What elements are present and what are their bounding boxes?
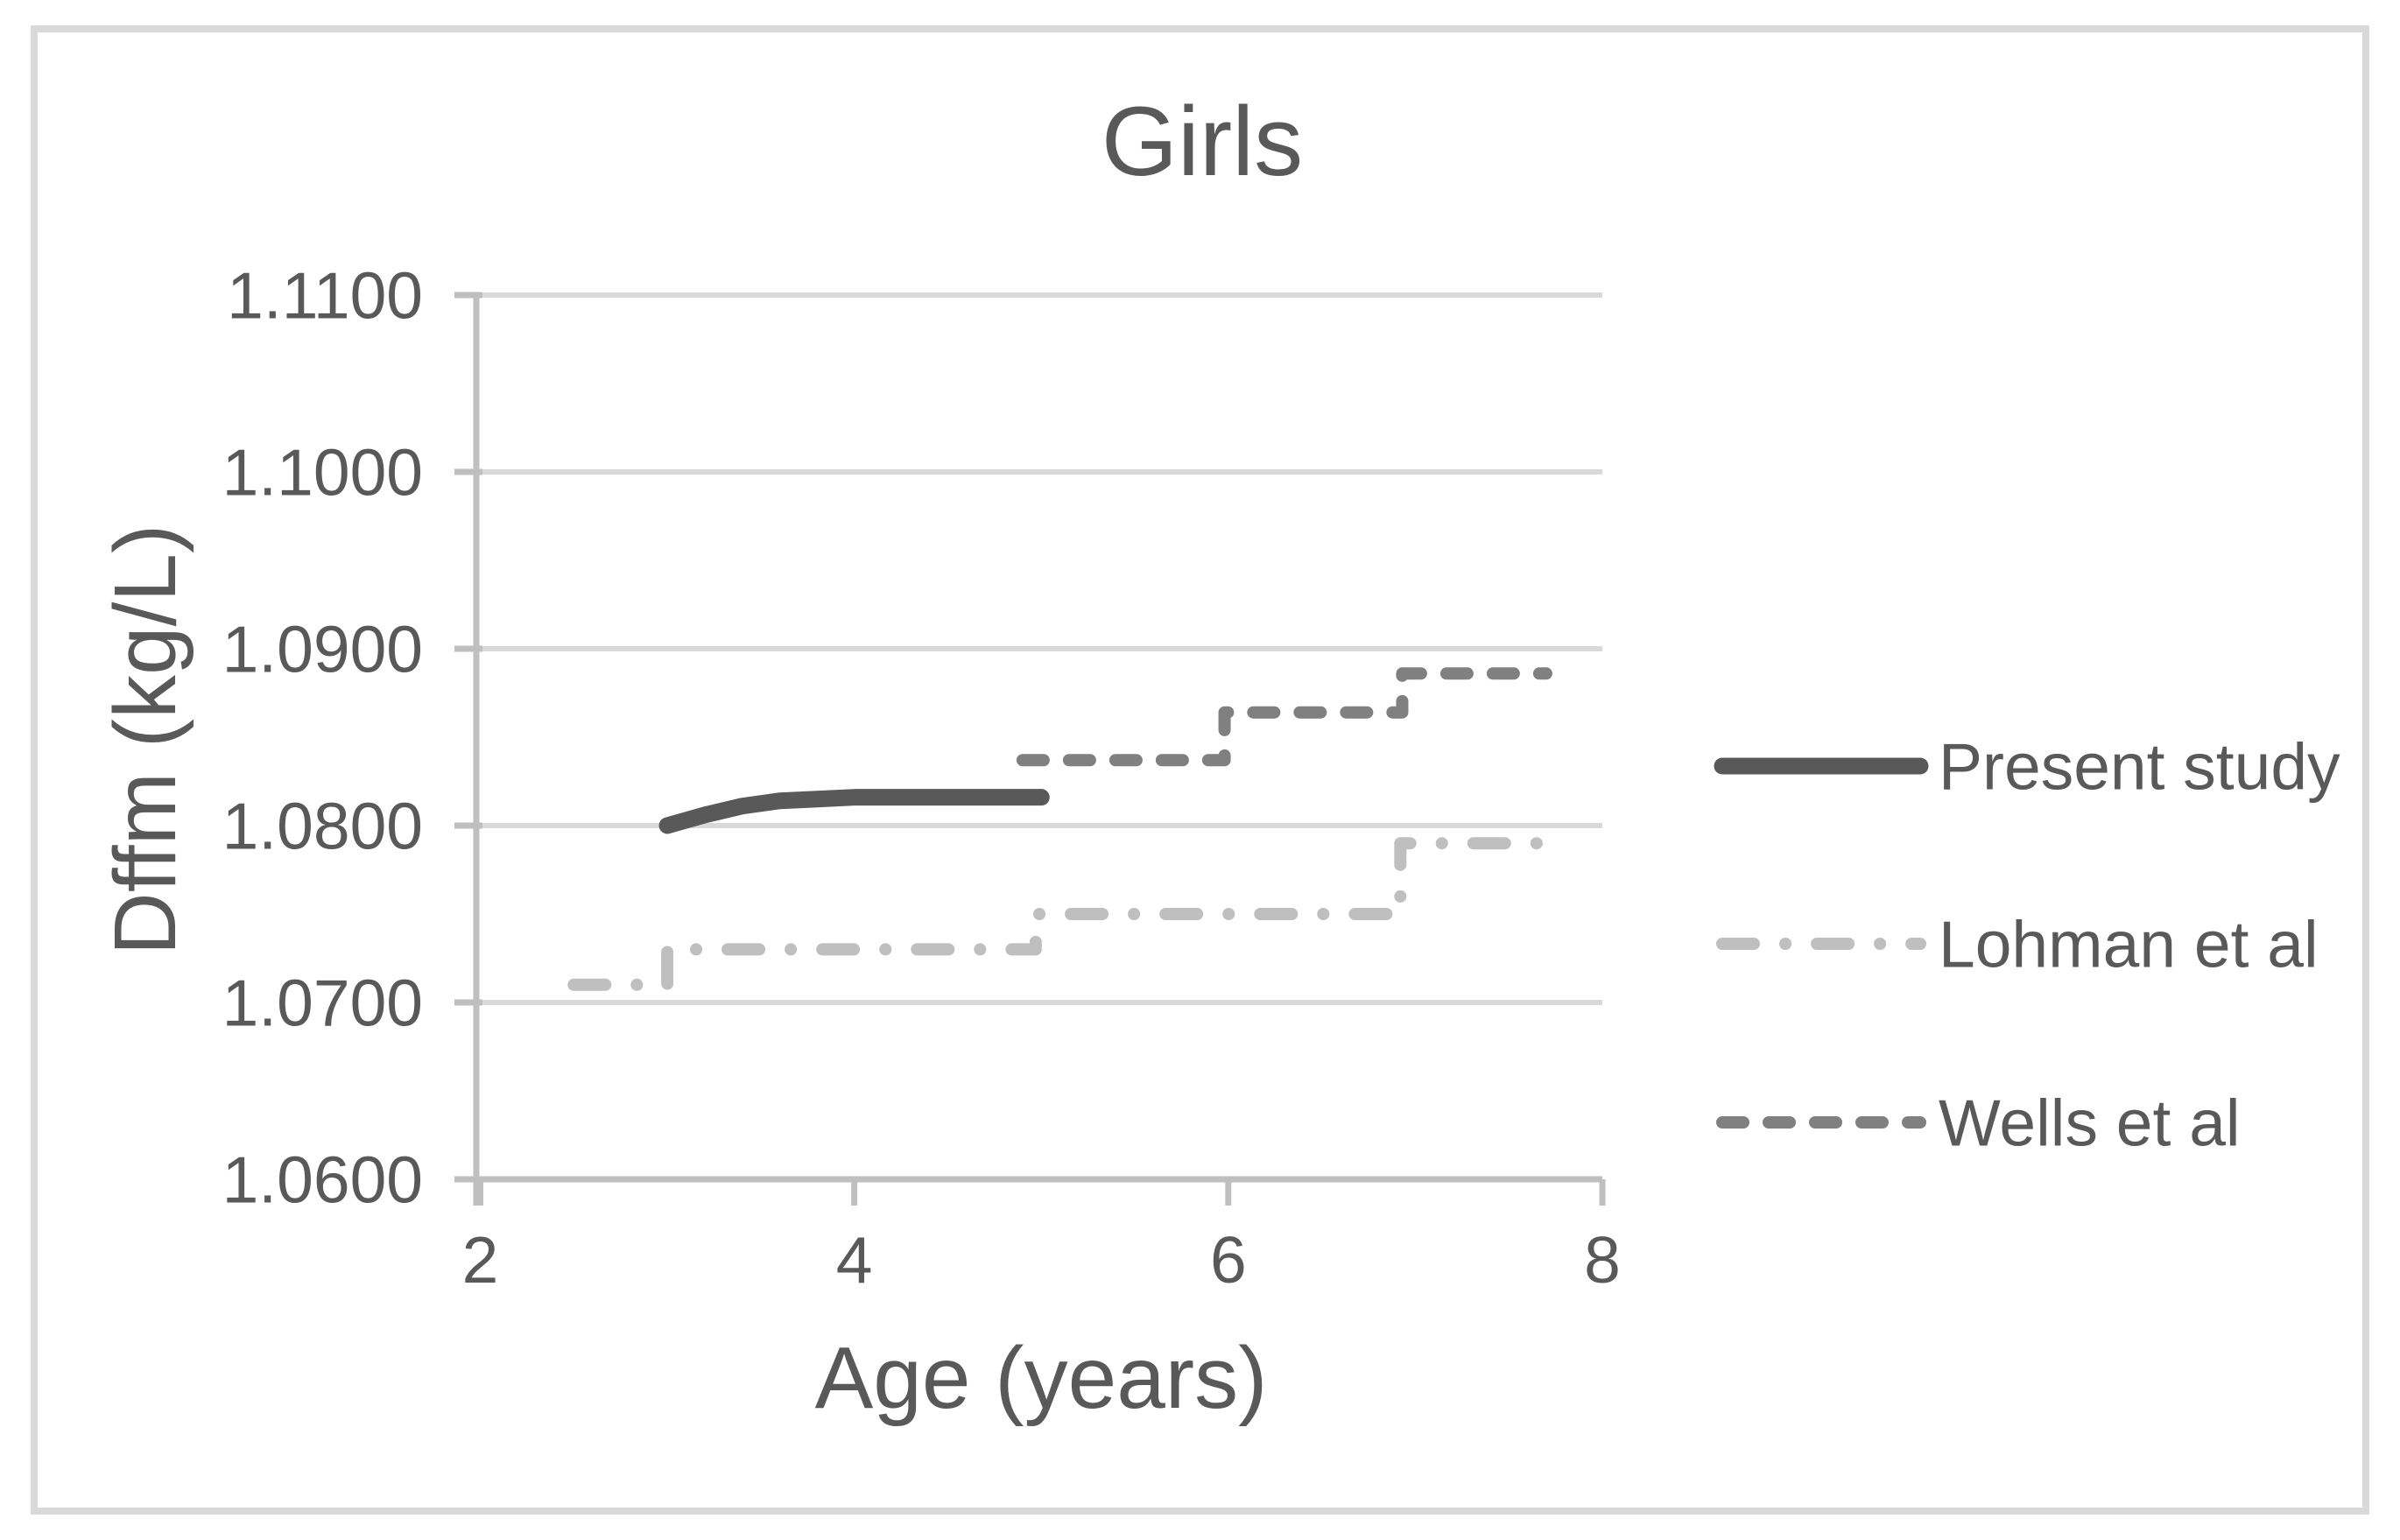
series-line-wells-et-al <box>1016 667 1552 767</box>
y-tick-label: 1.0800 <box>222 789 423 862</box>
y-tick-label: 1.1100 <box>227 258 423 332</box>
series-line-lohman-et-al <box>567 837 1552 991</box>
series-group <box>567 667 1552 991</box>
x-tick-label: 2 <box>462 1223 499 1297</box>
legend-label-present-study: Present study <box>1939 729 2340 803</box>
y-tick-label: 1.1000 <box>222 435 423 509</box>
x-tick-label: 4 <box>836 1223 873 1297</box>
legend-item-wells-et-al: Wells et al <box>1716 1086 2241 1159</box>
x-tick-label: 6 <box>1210 1223 1247 1297</box>
y-tick-label: 1.0900 <box>222 612 423 686</box>
x-tick-label: 8 <box>1584 1223 1621 1297</box>
x-axis-title: Age (years) <box>815 1329 1268 1427</box>
y-axis-title: Dffm (kg/L) <box>96 524 194 956</box>
y-tick-label: 1.0700 <box>222 966 423 1039</box>
gridlines-group <box>475 292 1602 1005</box>
legend: Present study Lohman et al Wells et al <box>1714 729 2340 1159</box>
axes-group <box>454 292 1606 1206</box>
chart-frame-border <box>31 25 2369 1515</box>
legend-item-lohman-et-al: Lohman et al <box>1716 907 2319 981</box>
legend-item-present-study: Present study <box>1714 729 2340 803</box>
chart-title: Girls <box>1101 87 1303 196</box>
legend-label-lohman-et-al: Lohman et al <box>1939 907 2319 981</box>
series-line-present-study <box>658 789 1050 834</box>
tick-labels-group: 1.0600 1.0700 1.0800 1.0900 1.1000 1.1100 2 4 6 8 <box>222 258 1621 1297</box>
y-tick-label: 1.0600 <box>222 1143 423 1216</box>
legend-label-wells-et-al: Wells et al <box>1939 1086 2241 1159</box>
